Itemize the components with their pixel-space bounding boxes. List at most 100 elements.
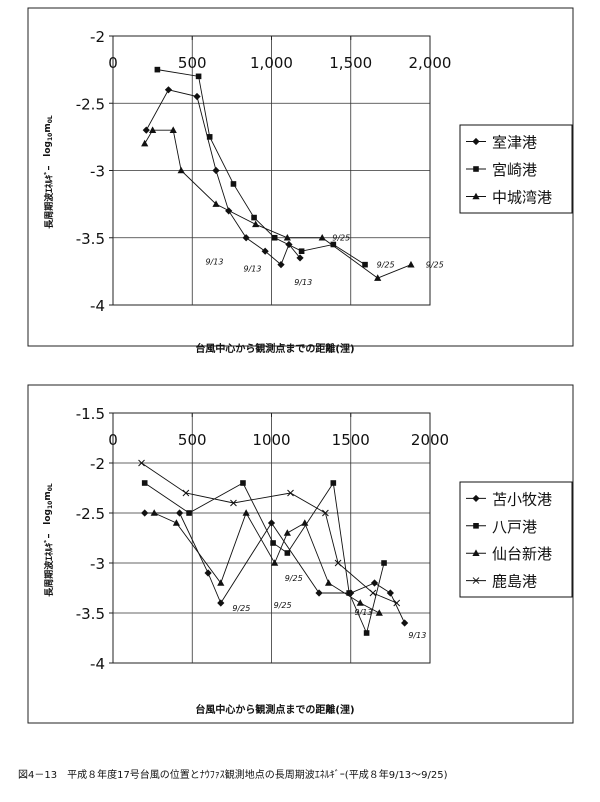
y-tick-label: -3.5 — [76, 230, 105, 248]
y-tick-label: -2 — [90, 28, 105, 46]
legend-label: 仙台新港 — [492, 545, 552, 563]
series-2 — [141, 480, 387, 636]
series-line — [144, 481, 385, 635]
data-point — [330, 241, 337, 248]
data-point — [177, 166, 185, 174]
data-point — [284, 550, 291, 556]
data-point — [298, 248, 305, 254]
chart-frame — [27, 7, 574, 347]
data-point — [138, 459, 145, 467]
x-axis-label: 台風中心から観測点までの距離(浬) — [195, 342, 354, 355]
y-tick-label: -4 — [90, 655, 105, 673]
y-tick-label: -3 — [90, 555, 105, 573]
data-point — [240, 480, 246, 486]
data-point — [217, 599, 225, 607]
data-point — [375, 609, 383, 616]
data-point — [334, 559, 342, 567]
y-axis-label-text: 長周期波ｴﾈﾙｷﾞｰ log10m0L — [43, 115, 55, 229]
x-tick-label: 0 — [108, 54, 118, 72]
data-point — [195, 73, 202, 80]
x-tick-label: 2000 — [411, 431, 449, 449]
x-tick-label: 1,500 — [329, 54, 372, 72]
chart-2: -1.5 -2 -2.5 -3 -3.5 -4 0 500 1000 1500 2000 9/25 9/… — [27, 384, 574, 724]
x-tick-label: 1000 — [252, 431, 290, 449]
data-point — [251, 214, 257, 221]
legend-marker — [472, 192, 480, 200]
data-point — [149, 126, 157, 133]
data-point — [164, 86, 173, 94]
y-tick-label: -2.5 — [76, 95, 105, 113]
data-point — [252, 220, 260, 228]
data-point — [141, 509, 149, 517]
date-annotation: 9/25 — [377, 260, 395, 269]
data-point — [271, 234, 278, 241]
chart-frame — [27, 384, 574, 724]
data-point — [346, 590, 352, 596]
series-2 — [154, 66, 368, 268]
y-tick-label: -3.5 — [76, 605, 105, 623]
y-tick-label: -2 — [90, 455, 105, 473]
data-point — [381, 560, 387, 566]
series-line — [144, 512, 406, 624]
data-point — [175, 509, 184, 517]
data-point — [287, 489, 294, 497]
legend-label: 中城湾港 — [492, 189, 552, 207]
data-point — [230, 499, 237, 507]
legend-label: 宮崎港 — [492, 161, 537, 179]
data-point — [172, 519, 180, 526]
legend-marker — [472, 577, 480, 584]
series-line — [144, 129, 412, 279]
data-point — [393, 599, 401, 607]
data-point — [261, 247, 269, 255]
chart-1: -2 -2.5 -3 -3.5 -4 0 500 1,000 1,500 2,000 9/13 9/1… — [27, 7, 574, 355]
data-point — [212, 200, 220, 207]
data-point — [362, 261, 368, 268]
date-annotation: 9/25 — [285, 574, 303, 583]
legend-marker — [472, 549, 480, 556]
legend-label: 室津港 — [492, 134, 537, 152]
series-3 — [150, 509, 383, 616]
legend-marker — [473, 523, 479, 529]
x-axis-label: 台風中心から観測点までの距離(浬) — [195, 703, 354, 716]
y-tick-label: -1.5 — [76, 405, 105, 423]
date-annotation: 9/13 — [408, 631, 426, 640]
x-tick-label: 0 — [108, 431, 118, 449]
data-point — [141, 480, 148, 486]
x-tick-label: 1500 — [332, 431, 370, 449]
data-point — [369, 589, 377, 597]
data-point — [277, 261, 285, 269]
data-point — [193, 92, 201, 101]
data-point — [212, 166, 220, 175]
data-point — [318, 233, 326, 241]
data-point — [322, 509, 329, 517]
data-point — [407, 260, 415, 268]
legend-marker — [472, 494, 480, 503]
date-annotation: 9/13 — [354, 608, 372, 617]
date-annotation: 9/13 — [205, 258, 223, 267]
date-annotation: 9/25 — [232, 604, 250, 613]
y-tick-label: -3 — [90, 163, 105, 181]
data-point — [324, 579, 333, 586]
legend-label: 八戸港 — [492, 518, 537, 536]
data-point — [296, 254, 304, 262]
data-point — [267, 519, 276, 527]
figure-caption: 図4－13 平成８年度17号台風の位置とﾅｳﾌｧｽ観測地点の長周期波ｴﾈﾙｷﾞｰ… — [18, 770, 448, 781]
data-point — [230, 181, 237, 187]
date-annotation: 9/25 — [274, 601, 292, 610]
x-tick-label: 500 — [178, 54, 207, 72]
data-point — [182, 489, 190, 497]
data-point — [217, 579, 225, 586]
y-axis-label: 長周期波ｴﾈﾙｷﾞｰ log10m0L — [43, 115, 55, 229]
x-tick-label: 1,000 — [250, 54, 293, 72]
date-annotation: 9/25 — [332, 233, 350, 242]
data-point — [142, 126, 150, 134]
data-point — [301, 519, 309, 526]
data-point — [204, 569, 212, 577]
data-point — [169, 126, 177, 133]
data-point — [283, 529, 291, 536]
x-tick-label: 2,000 — [409, 54, 452, 72]
legend-label: 苫小牧港 — [492, 490, 552, 508]
data-point — [206, 134, 213, 140]
series-line — [145, 89, 301, 266]
